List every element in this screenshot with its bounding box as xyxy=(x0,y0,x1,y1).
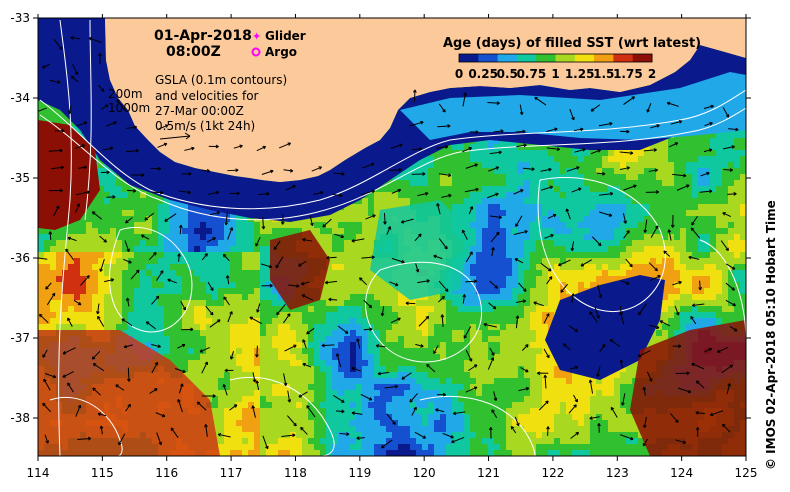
colorbar-tick-label: 1.75 xyxy=(613,67,643,81)
gsla-contour xyxy=(39,89,746,210)
x-tick-label: 125 xyxy=(735,466,758,480)
colorbar-swatch xyxy=(613,54,634,62)
scale-arrow-icon xyxy=(159,135,191,140)
x-tick-label: 120 xyxy=(413,466,436,480)
y-tick-label: -34 xyxy=(10,91,30,105)
colorbar-swatch xyxy=(478,54,499,62)
colorbar-title: Age (days) of filled SST (wrt latest) xyxy=(443,36,701,51)
x-tick-label: 118 xyxy=(284,466,307,480)
gsla-contour xyxy=(537,176,666,312)
central-teal-patch xyxy=(370,200,470,300)
contour-200-label: 200m xyxy=(108,87,143,101)
west-red-patch xyxy=(38,120,100,230)
colorbar-tick-label: 0.5 xyxy=(497,67,518,81)
gsla-line-4: 0.5m/s (1kt 24h) xyxy=(155,119,255,133)
colorbar: 0 0.250.50.75 1 1.251.51.75 2 xyxy=(455,53,656,81)
gsla-contour xyxy=(39,107,746,221)
se-red-patch xyxy=(630,320,746,456)
gsla-contour xyxy=(229,376,335,456)
x-tick-label: 124 xyxy=(670,466,693,480)
argo-marker-icon xyxy=(251,47,261,57)
gsla-contour xyxy=(699,239,746,341)
y-tick-label: -35 xyxy=(10,171,30,185)
colorbar-swatch xyxy=(497,54,518,62)
x-tick-label: 122 xyxy=(541,466,564,480)
y-tick-label: -36 xyxy=(10,251,30,265)
colorbar-tick-label: 1.25 xyxy=(565,67,595,81)
glider-marker-icon: ✦ xyxy=(252,30,261,43)
y-tick-label: -37 xyxy=(10,331,30,345)
colorbar-swatch xyxy=(574,54,595,62)
colorbar-tick-label: 0 xyxy=(455,67,463,81)
gsla-line-2: and velocities for xyxy=(155,89,259,103)
glider-label: Glider xyxy=(265,29,306,43)
plot-frame xyxy=(37,17,747,457)
gsla-contour xyxy=(49,396,123,456)
gsla-contour xyxy=(58,19,72,456)
gsla-contour xyxy=(419,395,536,456)
gsla-line-3: 27-Mar 00:00Z xyxy=(155,104,244,118)
colorbar-tick-label: 1.5 xyxy=(593,67,614,81)
colorbar-swatch xyxy=(555,54,576,62)
x-tick-label: 121 xyxy=(477,466,500,480)
colorbar-swatch xyxy=(594,54,614,62)
y-tick-label: -38 xyxy=(10,411,30,425)
scale-arrowhead-icon xyxy=(184,132,191,140)
colorbar-swatch xyxy=(632,54,653,62)
argo-label: Argo xyxy=(265,45,297,59)
colorbar-swatch xyxy=(459,54,479,62)
colorbar-swatch xyxy=(536,54,556,62)
sst-field xyxy=(38,18,746,456)
colorbar-tick-label: 2 xyxy=(648,67,656,81)
x-tick-label: 123 xyxy=(606,466,629,480)
colorbar-swatch xyxy=(516,54,537,62)
colorbar-tick-label: 1 xyxy=(551,67,559,81)
gsla-line-1: GSLA (0.1m contours) xyxy=(155,73,287,87)
central-red-patch xyxy=(270,230,330,310)
x-tick-label: 114 xyxy=(27,466,50,480)
date-label: 01-Apr-2018 xyxy=(154,28,252,44)
colorbar-frame xyxy=(458,53,653,63)
x-tick-label: 115 xyxy=(91,466,114,480)
time-label: 08:00Z xyxy=(166,44,221,60)
deep-blue-patch xyxy=(545,275,665,380)
y-axis: -33 -34 -35 -36 -37 -38 xyxy=(10,11,751,425)
contour-1000-label: 1000m xyxy=(108,101,150,115)
gsla-contour xyxy=(365,261,482,363)
x-tick-label: 117 xyxy=(220,466,243,480)
sw-red-patch xyxy=(38,330,220,456)
credit-label: © IMOS 02-Apr-2018 05:10 Hobart Time xyxy=(764,200,778,470)
x-tick-label: 119 xyxy=(348,466,371,480)
x-tick-label: 116 xyxy=(155,466,178,480)
colorbar-tick-label: 0.75 xyxy=(517,67,547,81)
y-tick-label: -33 xyxy=(10,11,30,25)
x-axis: 114 115 116 117 118 119 120 121 122 123 124 125 xyxy=(27,14,758,480)
colorbar-tick-label: 0.25 xyxy=(468,67,498,81)
gsla-contour xyxy=(109,226,193,333)
